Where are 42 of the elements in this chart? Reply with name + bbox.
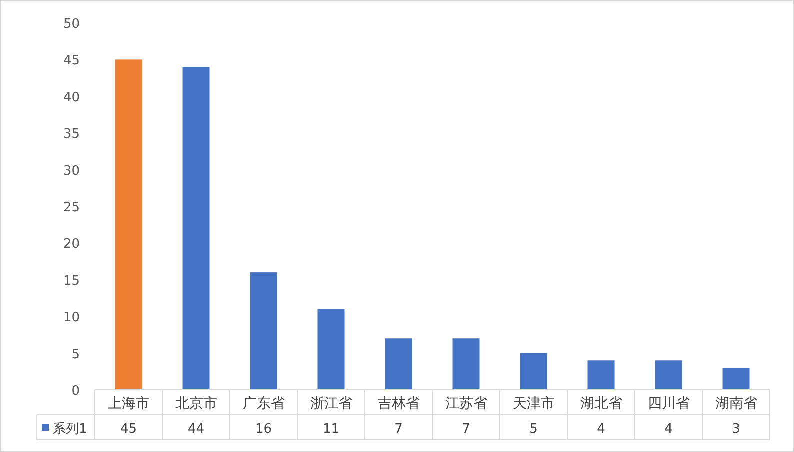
- data-label: 4: [597, 422, 606, 437]
- y-tick-label: 25: [63, 200, 80, 216]
- bar: [520, 353, 548, 390]
- x-tick-label: 江苏省: [445, 396, 488, 412]
- x-tick-label: 北京市: [175, 396, 218, 412]
- data-label: 7: [394, 422, 403, 437]
- x-tick-label: 湖北省: [580, 396, 622, 412]
- data-label: 5: [530, 422, 538, 437]
- x-tick-label: 浙江省: [310, 396, 352, 412]
- bar: [588, 360, 615, 390]
- x-tick-label: 湖南省: [715, 396, 758, 412]
- bar: [250, 272, 278, 390]
- y-tick-label: 5: [72, 347, 80, 362]
- data-label: 45: [120, 422, 138, 437]
- bar: [182, 67, 210, 390]
- y-tick-label: 40: [63, 90, 80, 106]
- y-tick-label: 15: [63, 274, 80, 289]
- bar: [722, 368, 750, 390]
- bar: [115, 60, 142, 390]
- bar: [655, 360, 682, 390]
- y-tick-label: 20: [63, 237, 80, 252]
- y-tick-label: 45: [63, 54, 80, 69]
- y-tick-label: 35: [63, 127, 80, 142]
- x-tick-label: 上海市: [108, 396, 150, 412]
- x-tick-label: 广东省: [242, 396, 285, 412]
- x-tick-label: 天津市: [512, 396, 555, 412]
- y-tick-label: 10: [63, 310, 80, 326]
- y-tick-label: 30: [63, 164, 80, 179]
- data-label: 7: [462, 422, 470, 437]
- data-label: 3: [732, 422, 740, 437]
- bar: [452, 338, 480, 390]
- data-label: 16: [255, 422, 272, 437]
- data-label: 44: [188, 422, 205, 437]
- legend-label: 系列1: [53, 422, 88, 437]
- x-tick-label: 吉林省: [378, 396, 420, 412]
- data-label: 11: [322, 422, 340, 437]
- y-tick-label: 50: [63, 17, 80, 32]
- x-tick-label: 四川省: [648, 396, 690, 412]
- data-label: 4: [664, 422, 673, 437]
- y-tick-label: 0: [72, 384, 80, 399]
- bar: [385, 338, 412, 390]
- bar: [318, 309, 345, 390]
